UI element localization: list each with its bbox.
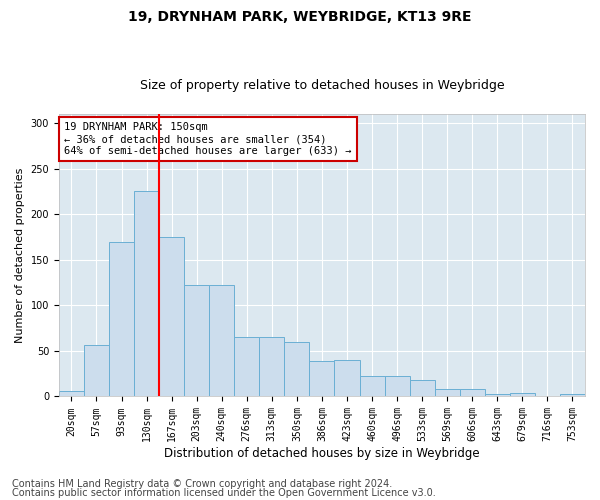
- Text: Contains HM Land Registry data © Crown copyright and database right 2024.: Contains HM Land Registry data © Crown c…: [12, 479, 392, 489]
- Bar: [234, 337, 259, 396]
- X-axis label: Distribution of detached houses by size in Weybridge: Distribution of detached houses by size …: [164, 447, 480, 460]
- Bar: [109, 242, 134, 396]
- Bar: [259, 337, 284, 396]
- Bar: [159, 237, 184, 396]
- Bar: [460, 389, 485, 396]
- Text: Contains public sector information licensed under the Open Government Licence v3: Contains public sector information licen…: [12, 488, 436, 498]
- Bar: [134, 192, 159, 396]
- Bar: [184, 286, 209, 397]
- Bar: [560, 394, 585, 396]
- Bar: [510, 393, 535, 396]
- Bar: [485, 394, 510, 396]
- Text: 19, DRYNHAM PARK, WEYBRIDGE, KT13 9RE: 19, DRYNHAM PARK, WEYBRIDGE, KT13 9RE: [128, 10, 472, 24]
- Text: 19 DRYNHAM PARK: 150sqm
← 36% of detached houses are smaller (354)
64% of semi-d: 19 DRYNHAM PARK: 150sqm ← 36% of detache…: [64, 122, 352, 156]
- Bar: [59, 391, 84, 396]
- Bar: [284, 342, 310, 396]
- Title: Size of property relative to detached houses in Weybridge: Size of property relative to detached ho…: [140, 79, 504, 92]
- Bar: [385, 376, 410, 396]
- Bar: [310, 361, 334, 396]
- Bar: [359, 376, 385, 396]
- Bar: [334, 360, 359, 397]
- Bar: [434, 389, 460, 396]
- Bar: [410, 380, 434, 396]
- Y-axis label: Number of detached properties: Number of detached properties: [15, 168, 25, 343]
- Bar: [209, 286, 234, 397]
- Bar: [84, 344, 109, 397]
